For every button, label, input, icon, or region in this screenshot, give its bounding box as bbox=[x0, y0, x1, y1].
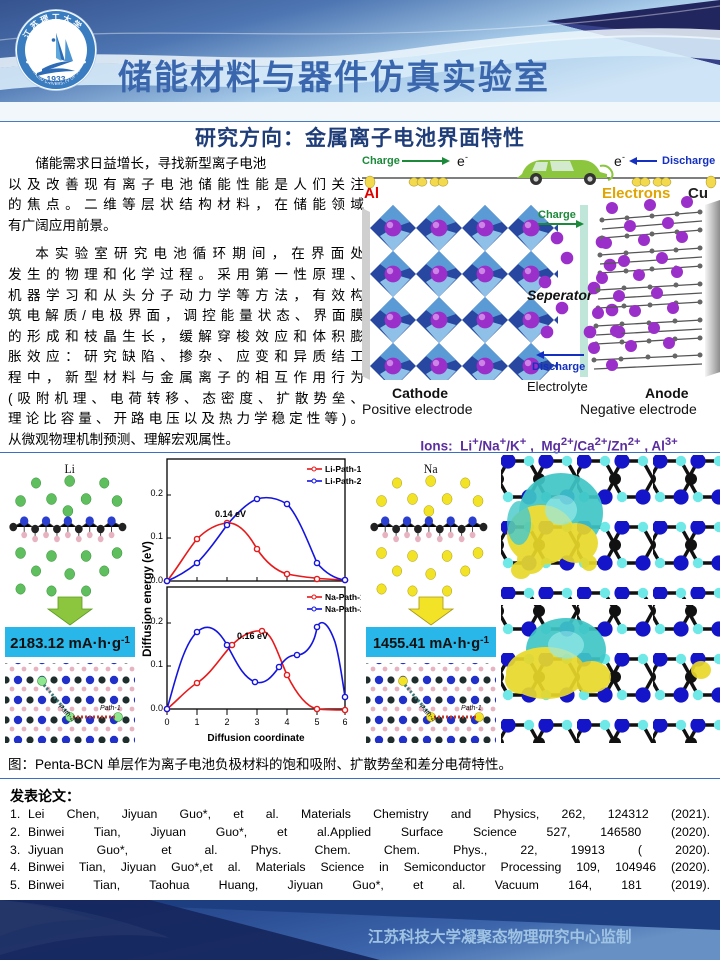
svg-text:Na-Path-2: Na-Path-2 bbox=[325, 604, 361, 614]
svg-text:0.0: 0.0 bbox=[150, 703, 163, 713]
svg-text:0.14 eV: 0.14 eV bbox=[215, 509, 246, 519]
svg-text:2: 2 bbox=[224, 717, 229, 727]
svg-text:Path-1: Path-1 bbox=[461, 705, 482, 712]
svg-text:-: - bbox=[622, 152, 625, 162]
svg-text:Seperator: Seperator bbox=[527, 287, 594, 303]
svg-text:Electrons: Electrons bbox=[602, 185, 670, 202]
svg-text:0.2: 0.2 bbox=[150, 488, 163, 498]
svg-text:Anode: Anode bbox=[645, 385, 689, 401]
svg-text:江苏科技大学凝聚态物理研究中心监制: 江苏科技大学凝聚态物理研究中心监制 bbox=[368, 927, 632, 946]
svg-text:Path-1: Path-1 bbox=[100, 705, 121, 712]
svg-text:0.16 eV: 0.16 eV bbox=[237, 631, 268, 641]
svg-text:Li-Path-2: Li-Path-2 bbox=[325, 476, 361, 486]
svg-text:Charge: Charge bbox=[538, 209, 576, 221]
svg-text:Negative electrode: Negative electrode bbox=[580, 401, 697, 417]
svg-text:1: 1 bbox=[194, 717, 199, 727]
svg-text:0.1: 0.1 bbox=[150, 531, 163, 541]
svg-text:0.2: 0.2 bbox=[150, 616, 163, 626]
svg-text:1933: 1933 bbox=[47, 74, 66, 84]
svg-text:Cathode: Cathode bbox=[392, 385, 448, 401]
svg-text:5: 5 bbox=[314, 717, 319, 727]
svg-text:Discharge: Discharge bbox=[662, 155, 715, 167]
svg-text:Discharge: Discharge bbox=[532, 361, 585, 373]
svg-text:2183.12 mA·h·g-1: 2183.12 mA·h·g-1 bbox=[10, 635, 130, 653]
svg-text:0: 0 bbox=[164, 717, 169, 727]
svg-text:-: - bbox=[465, 152, 468, 162]
svg-text:e: e bbox=[614, 153, 622, 169]
svg-text:Charge: Charge bbox=[362, 155, 400, 167]
svg-text:Positive electrode: Positive electrode bbox=[362, 401, 473, 417]
svg-text:6: 6 bbox=[342, 717, 347, 727]
svg-text:Diffusion coordinate: Diffusion coordinate bbox=[207, 733, 305, 744]
svg-text:0.1: 0.1 bbox=[150, 659, 163, 669]
svg-text:Na: Na bbox=[424, 461, 438, 476]
svg-text:0.0: 0.0 bbox=[150, 575, 163, 585]
svg-text:Electrolyte: Electrolyte bbox=[527, 379, 588, 394]
svg-text:Na-Path-1: Na-Path-1 bbox=[325, 592, 361, 602]
svg-text:e: e bbox=[457, 153, 465, 169]
svg-text:4: 4 bbox=[284, 717, 289, 727]
svg-text:Diffusion energy (eV): Diffusion energy (eV) bbox=[142, 541, 154, 657]
svg-text:Li-Path-1: Li-Path-1 bbox=[325, 464, 361, 474]
svg-text:1455.41 mA·h·g-1: 1455.41 mA·h·g-1 bbox=[373, 635, 490, 653]
svg-text:Li: Li bbox=[64, 461, 75, 476]
svg-text:3: 3 bbox=[254, 717, 259, 727]
